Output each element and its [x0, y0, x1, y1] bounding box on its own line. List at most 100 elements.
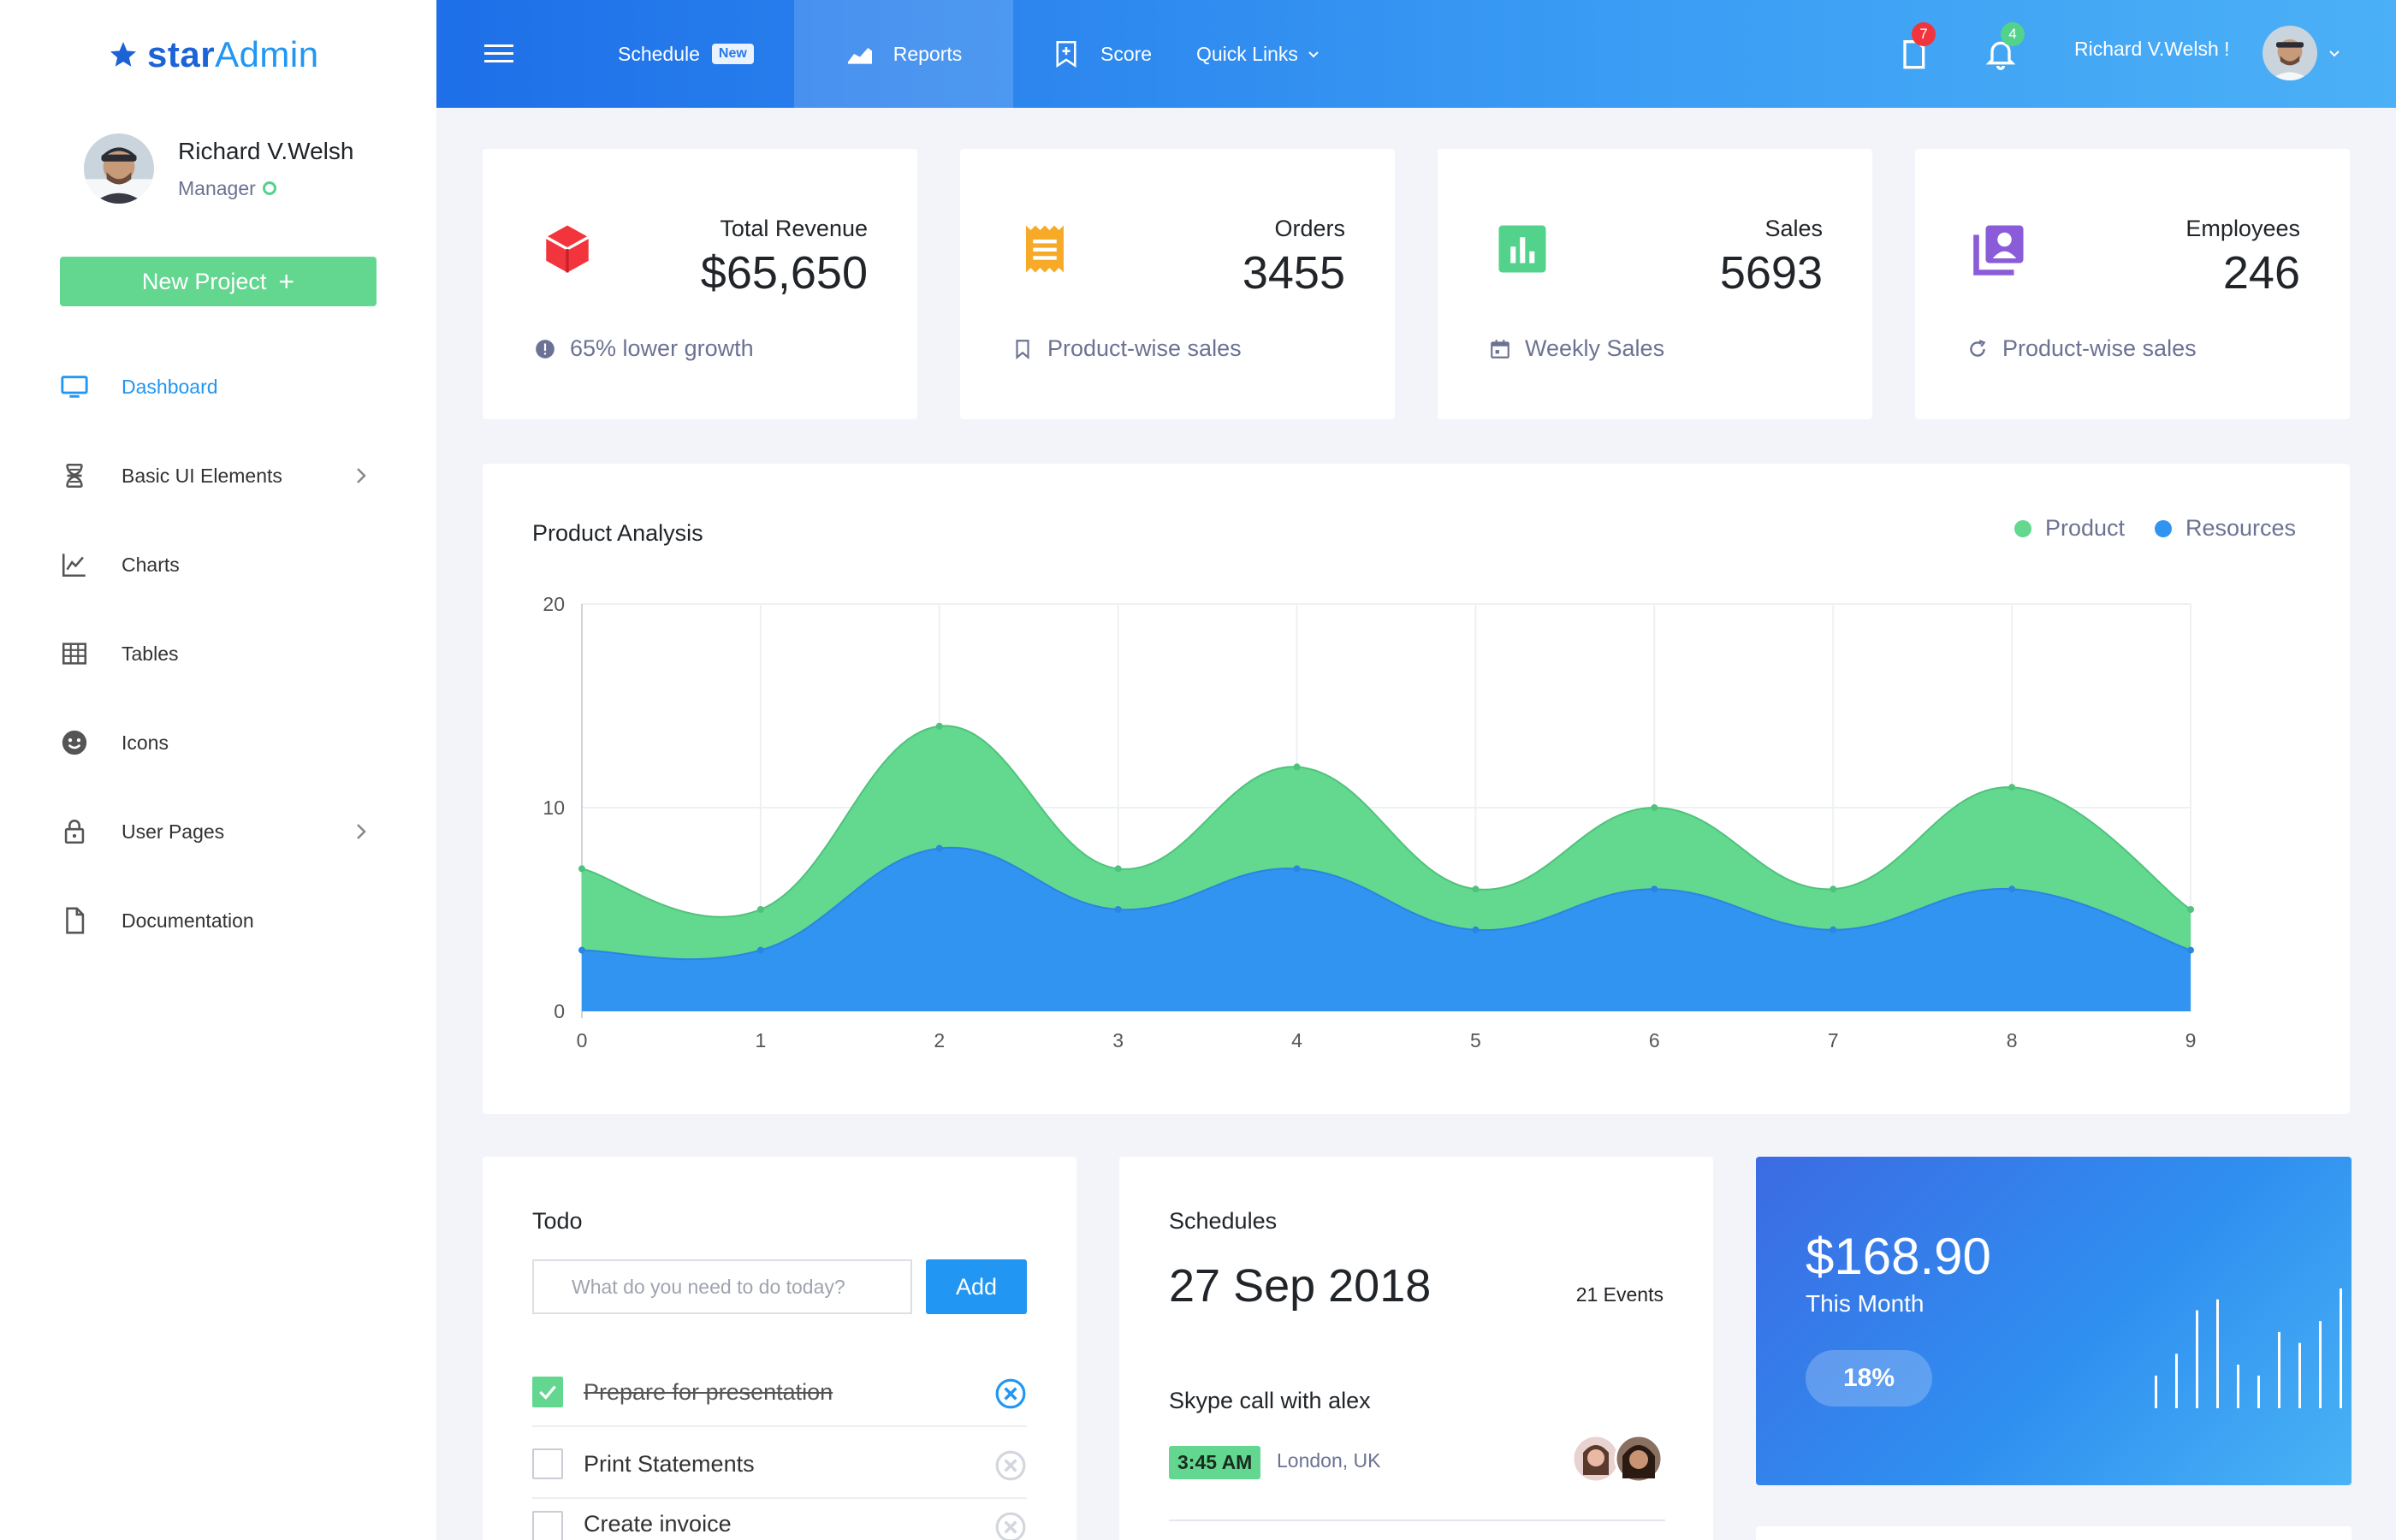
checkbox[interactable]	[532, 1511, 563, 1540]
top-navbar: Schedule New Reports Score Quick Links 7…	[436, 0, 2396, 108]
sparkline-bars	[2155, 1288, 2342, 1408]
revenue-amount: $168.90	[1806, 1228, 1991, 1285]
alert-circle-icon	[536, 339, 555, 358]
divider	[1169, 1519, 1665, 1521]
close-circle-icon[interactable]	[994, 1511, 1027, 1540]
data-point-product	[756, 906, 764, 913]
nav-reports-link[interactable]: Reports	[794, 0, 1013, 108]
stat-card-orders: Orders 3455 Product-wise sales	[960, 149, 1395, 419]
data-point-resources	[2187, 946, 2194, 954]
data-point-resources	[1293, 865, 1301, 873]
new-project-button[interactable]: New Project +	[60, 257, 377, 306]
stat-label: Sales	[1764, 216, 1823, 241]
sidebar-item-charts[interactable]: Charts	[0, 520, 436, 609]
bookmark-plus-icon	[1056, 41, 1076, 68]
stat-footer: Weekly Sales	[1489, 335, 1664, 362]
x-tick-label: 8	[2007, 1029, 2018, 1051]
profile-name: Richard V.Welsh	[178, 137, 354, 164]
schedule-date: 27 Sep 2018	[1169, 1260, 1432, 1312]
smiley-icon	[60, 728, 89, 757]
sparkline-bar	[2196, 1310, 2198, 1408]
sidebar-item-dashboard[interactable]: Dashboard	[0, 342, 436, 431]
todo-item[interactable]: Prepare for presentation	[532, 1359, 1027, 1427]
stat-value: 246	[2222, 247, 2300, 299]
sidebar: starAdmin Richard V.Welsh Manager New Pr…	[0, 0, 436, 1540]
sidebar-item-tables[interactable]: Tables	[0, 609, 436, 698]
todo-input[interactable]	[532, 1259, 912, 1314]
todo-text: Create invoice	[584, 1511, 732, 1537]
sparkline-bar	[2237, 1365, 2239, 1408]
stat-footer: 65% lower growth	[534, 335, 754, 362]
schedules-card: Schedules 27 Sep 2018 21 Events Skype ca…	[1119, 1157, 1713, 1540]
refresh-icon	[1970, 339, 1986, 357]
star-icon	[110, 42, 136, 67]
data-point-resources	[578, 946, 585, 954]
x-tick-label: 2	[934, 1029, 945, 1051]
data-point-product	[1293, 763, 1301, 771]
new-badge: New	[711, 44, 754, 64]
chart-legend-product[interactable]: Product	[2014, 515, 2125, 542]
y-tick-label: 20	[543, 593, 565, 615]
y-tick-label: 0	[554, 1000, 565, 1022]
area-chart-icon	[847, 48, 872, 64]
stat-value: 3455	[1242, 247, 1345, 299]
brand-logo[interactable]: starAdmin	[108, 31, 319, 79]
sidebar-item-icons[interactable]: Icons	[0, 698, 436, 787]
data-point-resources	[756, 946, 764, 954]
close-circle-icon[interactable]	[994, 1449, 1027, 1482]
brand-name: starAdmin	[147, 34, 319, 74]
sparkline-bar	[2175, 1353, 2178, 1408]
schedule-location: London, UK	[1277, 1449, 1381, 1472]
x-tick-label: 4	[1291, 1029, 1302, 1051]
chart-legend-resources[interactable]: Resources	[2155, 515, 2296, 542]
notifications-count-badge: 4	[2001, 22, 2025, 46]
nav-score-link[interactable]: Score	[1054, 0, 1152, 108]
checkbox-checked[interactable]	[532, 1377, 563, 1407]
close-circle-icon[interactable]	[994, 1377, 1027, 1410]
bookmark-icon	[1016, 339, 1029, 359]
data-point-product	[1651, 804, 1658, 811]
todo-add-button[interactable]: Add	[926, 1259, 1027, 1314]
schedule-item-title[interactable]: Skype call with alex	[1169, 1388, 1371, 1413]
sidebar-nav: Dashboard Basic UI Elements Charts Table…	[0, 342, 436, 965]
data-point-resources	[1472, 926, 1480, 933]
nav-quick-links-dropdown[interactable]: Quick Links	[1196, 0, 1320, 108]
user-menu-name[interactable]: Richard V.Welsh !	[2074, 38, 2230, 60]
stat-card-sales: Sales 5693 Weekly Sales	[1438, 149, 1872, 419]
sparkline-bar	[2155, 1375, 2157, 1408]
checkbox[interactable]	[532, 1448, 563, 1479]
sidebar-item-basic-ui-elements[interactable]: Basic UI Elements	[0, 431, 436, 520]
data-point-resources	[2008, 886, 2016, 893]
revenue-subtitle: This Month	[1806, 1290, 1925, 1317]
data-point-resources	[1830, 926, 1837, 933]
schedule-time-badge: 3:45 AM	[1169, 1446, 1261, 1479]
stat-card-employees: Employees 246 Product-wise sales	[1915, 149, 2350, 419]
sidebar-item-documentation[interactable]: Documentation	[0, 876, 436, 965]
data-point-product	[1830, 886, 1837, 893]
stat-footer: Product-wise sales	[1011, 335, 1242, 362]
data-point-product	[2187, 906, 2194, 913]
profile-role: Manager	[178, 177, 353, 200]
card-partial	[1756, 1526, 2352, 1540]
sparkline-bar	[2319, 1321, 2322, 1408]
todo-title: Todo	[532, 1208, 583, 1234]
todo-item[interactable]: Create invoice	[532, 1502, 1027, 1540]
hamburger-menu-icon[interactable]	[484, 41, 513, 67]
notifications-button[interactable]: 4	[1984, 22, 2025, 70]
events-count: 21 Events	[1575, 1283, 1664, 1306]
y-tick-label: 10	[543, 797, 565, 819]
data-point-resources	[1114, 906, 1122, 913]
x-tick-label: 7	[1828, 1029, 1839, 1051]
todo-item[interactable]: Print Statements	[532, 1430, 1027, 1499]
sparkline-bar	[2216, 1299, 2219, 1408]
series-area-resources	[582, 847, 2191, 1011]
stat-label: Orders	[1274, 216, 1345, 241]
sidebar-profile[interactable]: Richard V.Welsh Manager	[84, 133, 353, 204]
messages-button[interactable]: 7	[1896, 22, 1936, 70]
user-avatar[interactable]	[2263, 26, 2317, 80]
nav-schedule-link[interactable]: Schedule New	[618, 0, 754, 108]
sidebar-item-user-pages[interactable]: User Pages	[0, 787, 436, 876]
chevron-right-icon	[357, 824, 366, 839]
plus-icon: +	[278, 265, 295, 297]
chevron-down-icon[interactable]	[2328, 46, 2341, 60]
